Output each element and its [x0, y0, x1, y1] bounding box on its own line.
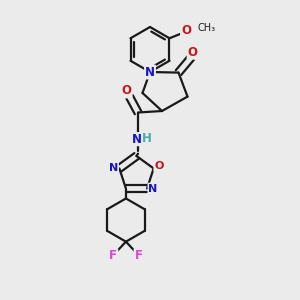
Text: F: F — [109, 249, 117, 262]
Text: F: F — [134, 249, 142, 262]
Text: O: O — [188, 46, 198, 59]
Text: CH₃: CH₃ — [197, 23, 215, 33]
Text: O: O — [122, 84, 132, 98]
Text: O: O — [154, 161, 164, 171]
Text: N: N — [148, 184, 158, 194]
Text: H: H — [142, 132, 152, 145]
Text: N: N — [131, 133, 142, 146]
Text: O: O — [181, 24, 191, 37]
Text: N: N — [145, 65, 155, 79]
Text: N: N — [109, 164, 118, 173]
